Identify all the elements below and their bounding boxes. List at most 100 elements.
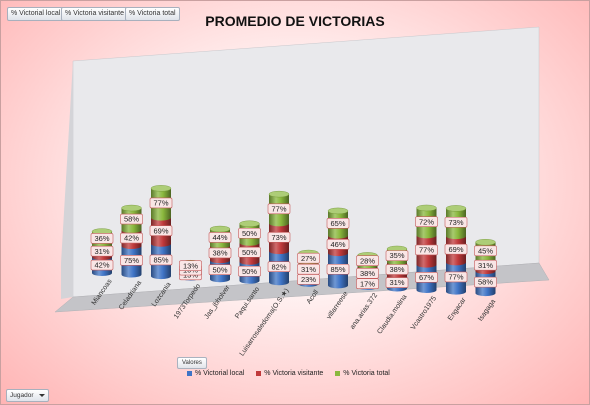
data-label-visitante-12: 69% [448,245,463,254]
data-label-bg-visitante-6 [267,231,291,243]
legend-label-visitante: % Victoria visitante [264,370,324,377]
data-label-bg-visitante-4 [208,247,232,259]
data-label-bg-local-12 [444,271,468,283]
jugador-filter-dropdown[interactable]: Jugador [6,389,49,402]
data-label-total-11: 72% [419,217,434,226]
category-label-9: ana.arias.372 [349,292,379,331]
data-label-bg-total-11 [415,216,438,227]
data-label-visitante-11: 77% [419,246,434,255]
legend-item-local: % Victorial local [187,370,244,377]
legend-item-visitante: % Victoria visitante [256,370,323,377]
chevron-down-icon [38,394,45,397]
data-label-bg-visitante-5 [238,246,261,258]
filter-label: Jugador [10,392,34,399]
data-label-total-3: 13% [183,261,198,270]
data-label-visitante-9: 38% [360,269,375,278]
data-label-bg-visitante-8 [326,239,350,250]
legend-swatch-visitante [256,371,262,376]
bar-top-8 [327,207,349,215]
data-label-bg-local-4 [208,264,232,276]
data-label-bg-total-12 [444,216,468,228]
data-label-bg-total-7 [297,252,320,264]
bar-top-4 [209,225,231,233]
data-label-bg-total-9 [356,255,379,267]
bar-top-6 [268,190,290,198]
data-label-bg-visitante-11 [415,244,438,256]
data-label-visitante-5: 50% [242,248,257,257]
data-label-bg-local-10 [385,277,409,288]
data-label-bg-total-1 [120,213,143,225]
data-label-total-9: 28% [360,256,375,265]
data-label-bg-local-8 [326,263,350,275]
side-wall [61,61,73,299]
data-label-total-1: 58% [124,215,139,224]
data-label-bg-total-0 [90,233,114,244]
bar-top-1 [121,204,142,212]
bar-top-11 [416,204,437,212]
category-label-10: Claudia.molina [376,294,408,336]
data-label-total-4: 44% [212,233,227,242]
legend-label-total: % Victoria total [343,370,390,377]
data-label-bg-visitante-7 [297,263,320,275]
data-label-bg-visitante-10 [385,264,409,275]
data-label-local-6: 82% [271,262,286,271]
data-label-visitante-2: 69% [153,226,168,235]
data-label-total-5: 50% [242,229,257,238]
legend-swatch-local [187,371,192,376]
data-label-local-7: 23% [301,275,316,284]
data-label-bg-total-6 [267,203,291,215]
data-label-total-0: 36% [94,234,109,243]
category-label-8: villarreese [326,290,350,320]
bar-top-13 [475,239,496,246]
data-label-total-8: 65% [330,219,345,228]
data-label-bg-local-9 [356,278,379,290]
data-label-local-13: 58% [478,278,493,287]
legend-label-local: % Victorial local [195,370,245,377]
data-label-bg-total-2 [149,197,173,209]
data-label-total-7: 27% [301,254,316,263]
data-label-bg-visitante-9 [356,267,379,279]
data-label-local-5: 50% [242,267,257,276]
chart-title: PROMEDIO DE VICTORIAS [205,13,385,29]
data-label-visitante-4: 38% [212,249,227,258]
data-label-local-0: 42% [94,261,109,270]
data-label-bg-visitante-13 [474,259,497,271]
category-label-11: Vcastro1975 [410,295,438,331]
data-label-bg-total-3 [179,260,202,271]
data-label-bg-visitante-1 [120,232,143,244]
data-label-total-10: 35% [389,251,404,260]
data-label-total-12: 73% [448,218,463,227]
data-label-bg-total-13 [474,245,497,257]
data-label-local-4: 50% [212,265,227,274]
legend-swatch-total [335,371,341,376]
data-label-visitante-10: 38% [389,265,404,274]
legend-title-button[interactable]: Valores [177,357,207,369]
data-label-local-8: 85% [330,265,345,274]
field-button-total[interactable]: % Victoria total [125,7,180,21]
data-label-visitante-6: 73% [271,233,286,242]
bar-top-5 [239,220,260,227]
data-label-bg-total-10 [385,250,409,261]
data-label-visitante-0: 31% [94,247,109,256]
data-label-total-13: 45% [478,246,493,255]
category-label-12: Engacar [447,296,468,322]
data-label-bg-local-2 [149,254,173,266]
data-label-local-1: 75% [124,256,139,265]
data-label-bg-local-6 [267,261,291,273]
legend: % Victorial local % Victoria visitante %… [187,370,390,377]
data-label-visitante-8: 46% [330,240,345,249]
data-label-bg-visitante-2 [149,225,173,236]
bar-top-2 [150,185,172,192]
data-label-visitante-13: 31% [478,261,493,270]
data-label-local-11: 67% [419,273,434,282]
data-label-bg-visitante-12 [444,243,468,255]
data-label-visitante-7: 31% [301,265,316,274]
data-label-bg-local-11 [415,272,438,283]
data-label-bg-total-8 [326,217,350,229]
data-label-bg-total-4 [208,232,232,243]
data-label-bg-local-1 [120,255,143,266]
data-label-bg-local-5 [238,265,261,277]
data-label-bg-local-13 [474,276,497,288]
